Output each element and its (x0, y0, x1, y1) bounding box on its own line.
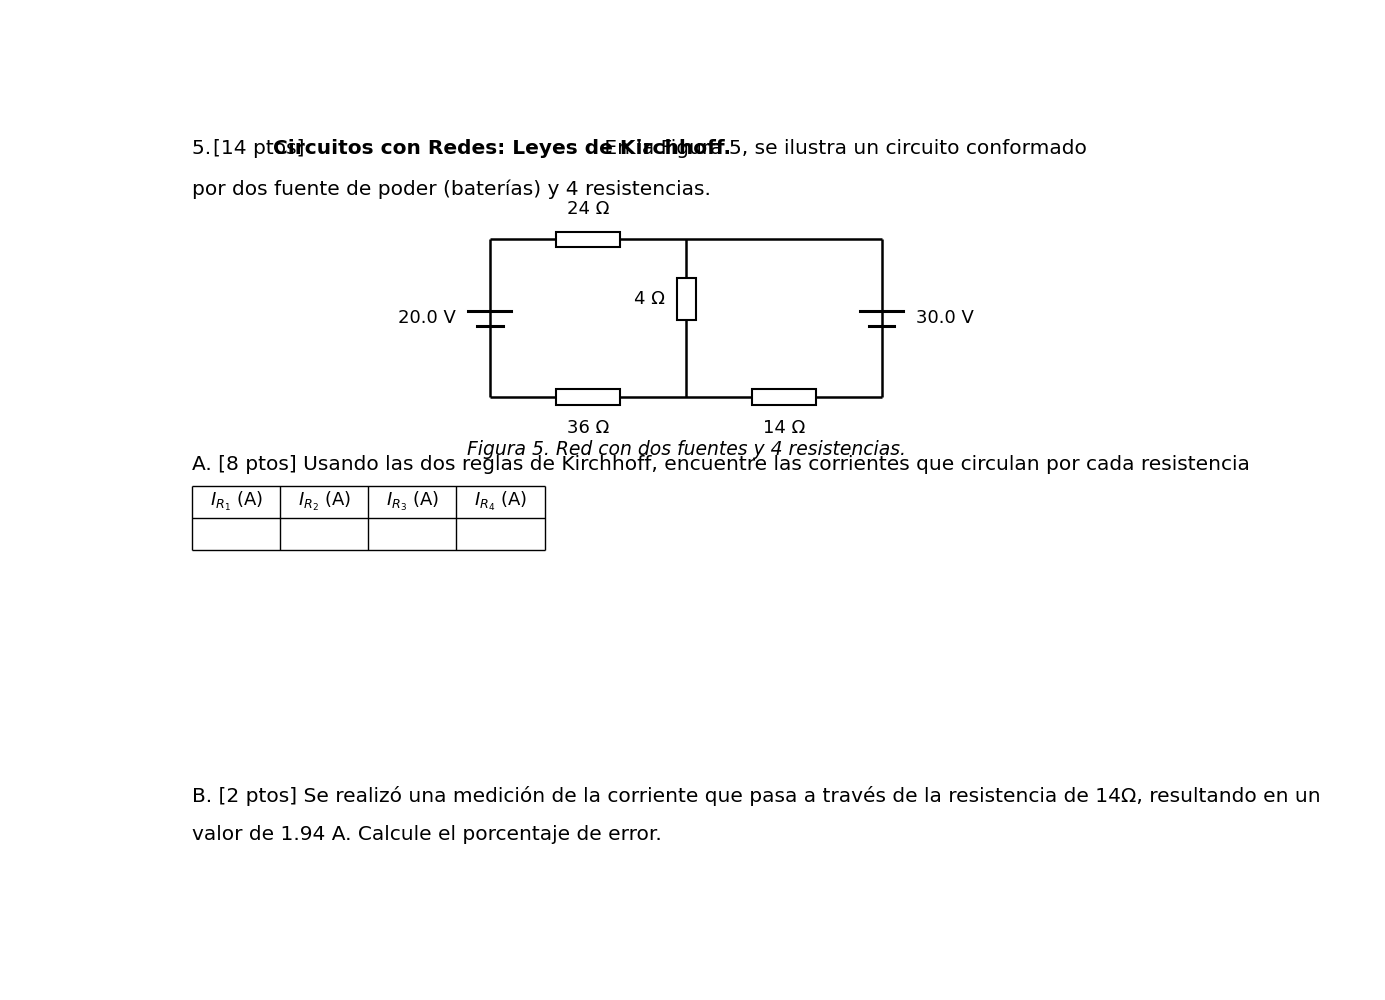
Text: $I_{R_2}$ (A): $I_{R_2}$ (A) (298, 490, 350, 513)
Text: B. [2 ptos] Se realizó una medición de la corriente que pasa a través de la resi: B. [2 ptos] Se realizó una medición de l… (193, 786, 1321, 806)
Text: 24 Ω: 24 Ω (566, 200, 609, 218)
Text: $I_{R_3}$ (A): $I_{R_3}$ (A) (386, 490, 439, 513)
Text: 5.: 5. (193, 139, 217, 158)
Text: valor de 1.94 A. Calcule el porcentaje de error.: valor de 1.94 A. Calcule el porcentaje d… (193, 825, 662, 844)
Text: $I_{R_4}$ (A): $I_{R_4}$ (A) (474, 490, 528, 513)
Text: A. [8 ptos] Usando las dos reglas de Kirchhoff, encuentre las corrientes que cir: A. [8 ptos] Usando las dos reglas de Kir… (193, 455, 1251, 474)
Text: Circuitos con Redes: Leyes de Kirchhoff.: Circuitos con Redes: Leyes de Kirchhoff. (273, 139, 731, 158)
Text: $I_{R_1}$ (A): $I_{R_1}$ (A) (211, 490, 263, 513)
Text: 4 Ω: 4 Ω (634, 290, 665, 308)
Text: 14 Ω: 14 Ω (763, 419, 805, 437)
Text: por dos fuente de poder (baterías) y 4 resistencias.: por dos fuente de poder (baterías) y 4 r… (193, 179, 712, 199)
Bar (555, 389, 620, 405)
Bar (676, 278, 695, 320)
Bar (555, 232, 620, 247)
Text: 30.0 V: 30.0 V (915, 309, 974, 327)
Text: 36 Ω: 36 Ω (566, 419, 609, 437)
Text: Figura 5. Red con dos fuentes y 4 resistencias.: Figura 5. Red con dos fuentes y 4 resist… (467, 440, 906, 459)
Text: [14 ptos]: [14 ptos] (213, 139, 310, 158)
Text: 20.0 V: 20.0 V (397, 309, 456, 327)
Text: En la Figura 5, se ilustra un circuito conformado: En la Figura 5, se ilustra un circuito c… (598, 139, 1087, 158)
Bar (752, 389, 816, 405)
